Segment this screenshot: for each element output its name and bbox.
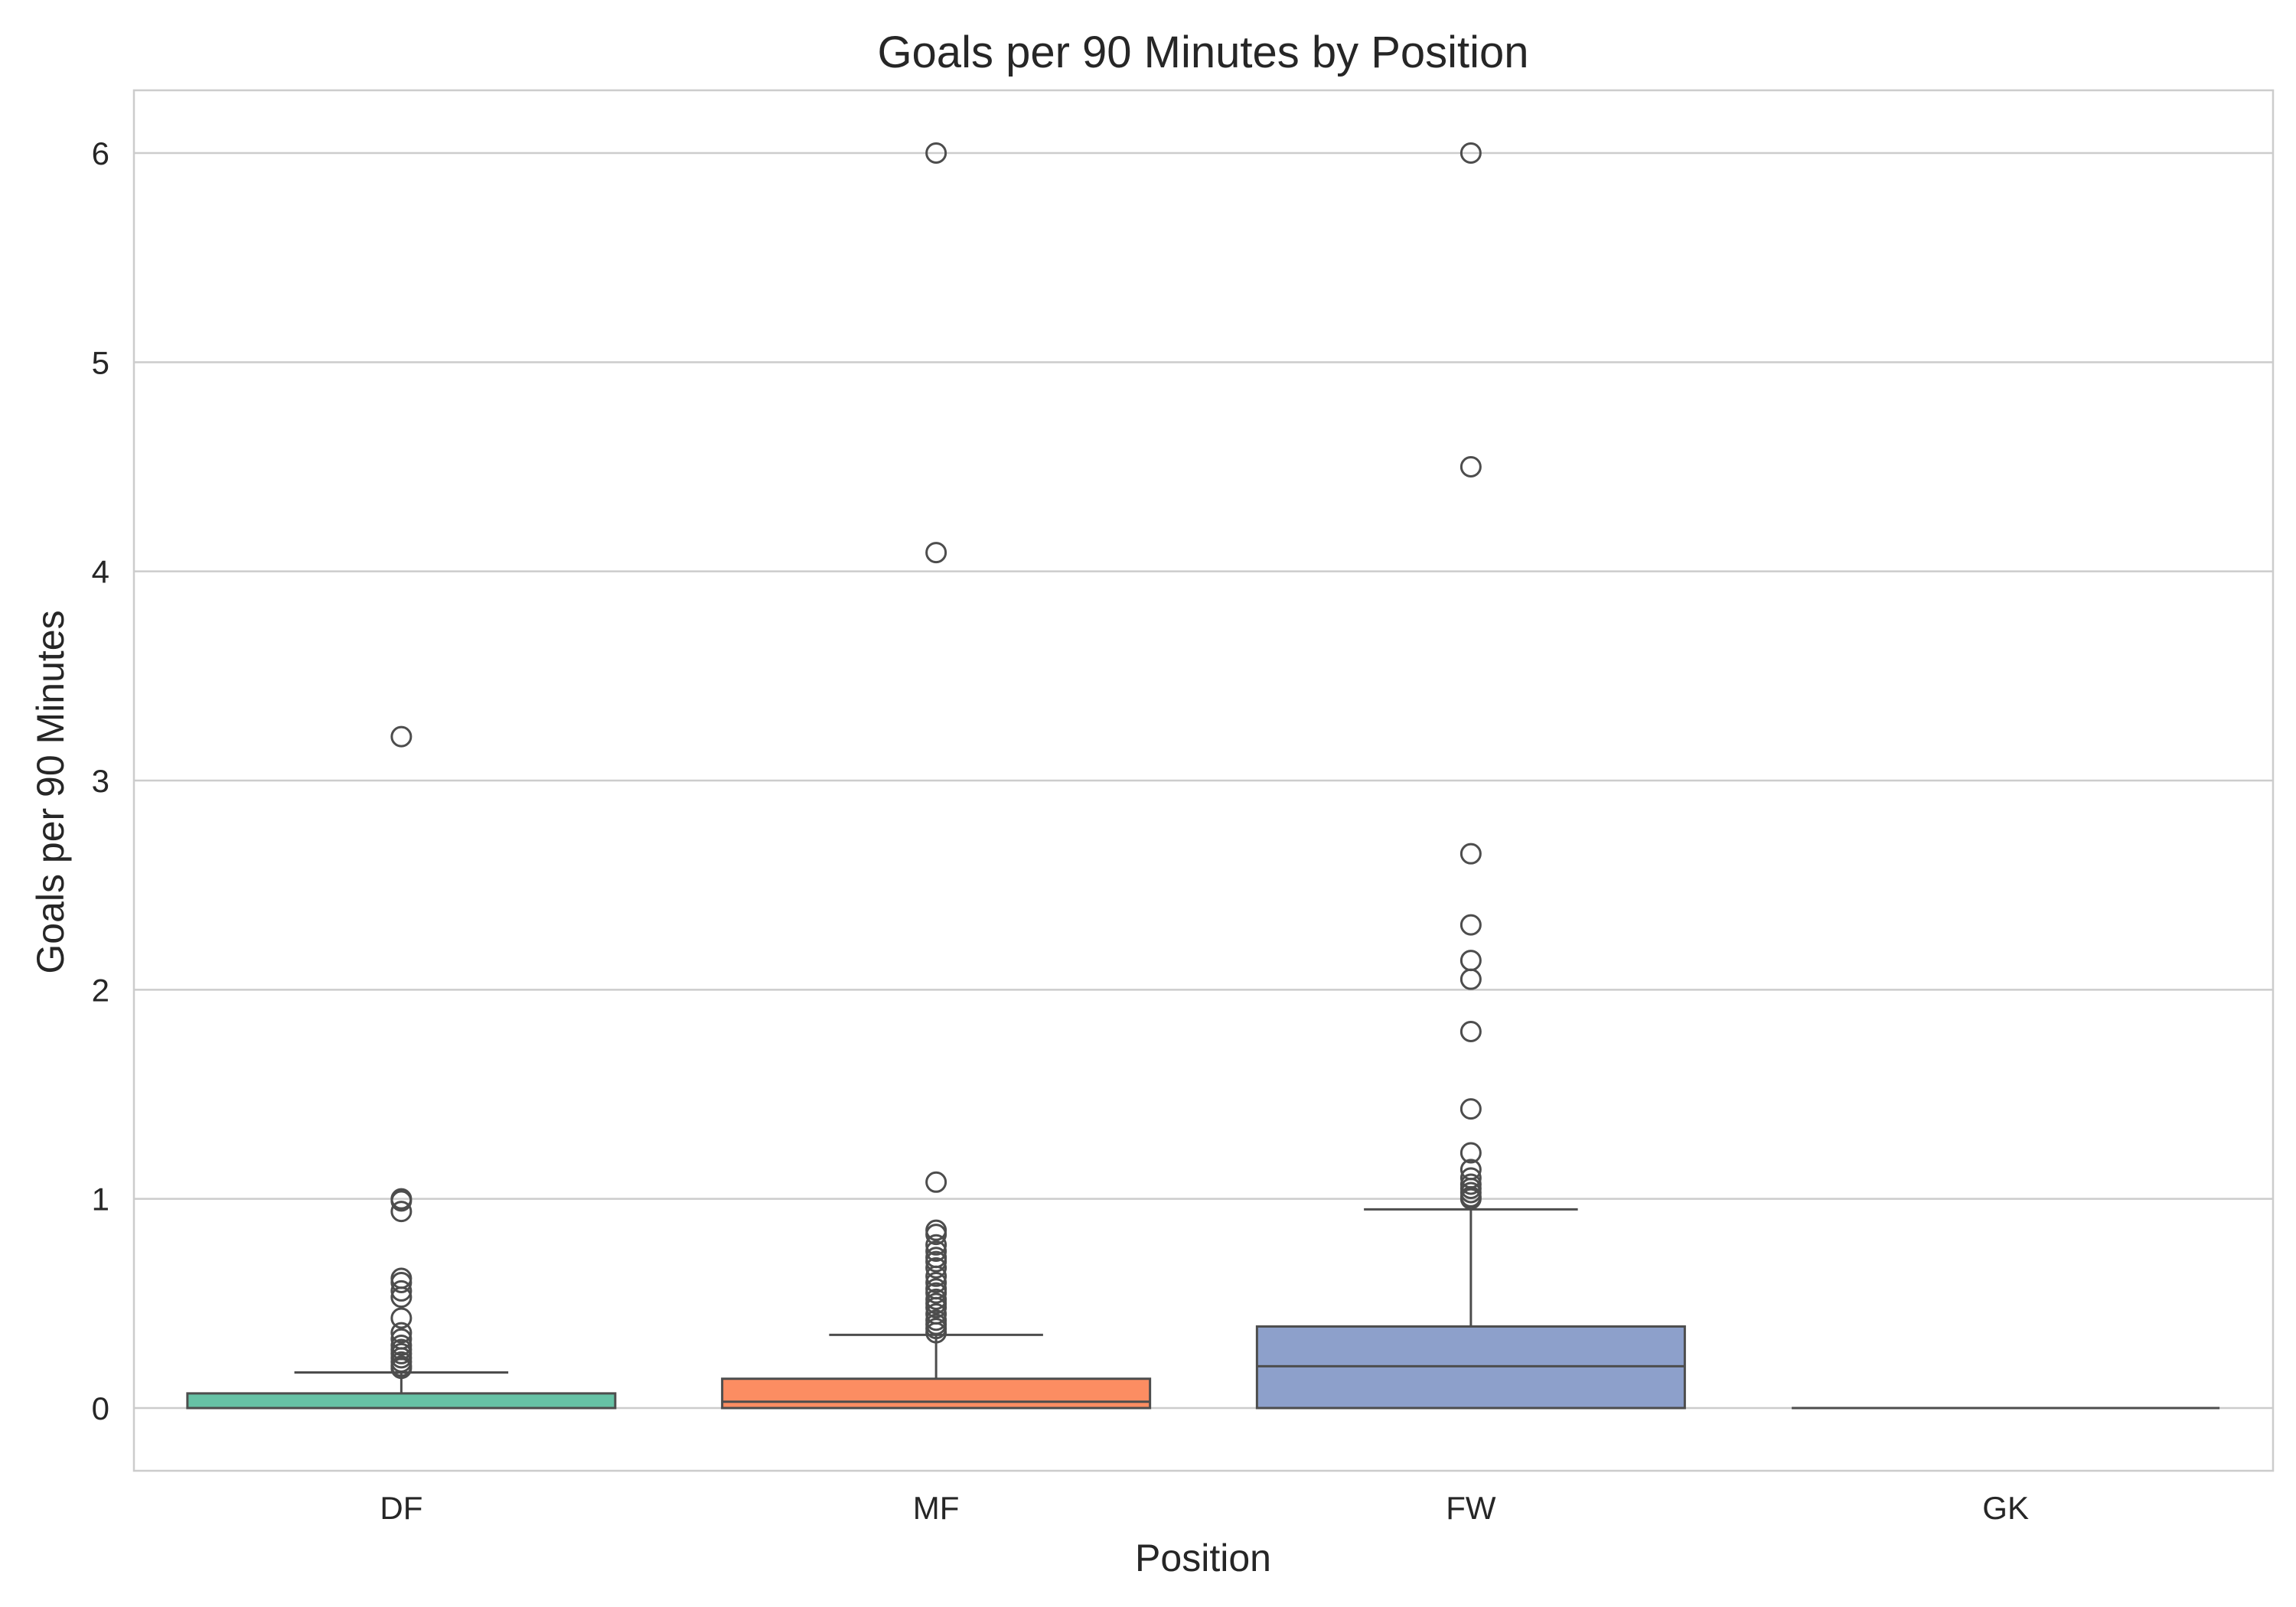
y-axis-ticks: 0 1 2 3 4 5 6 bbox=[92, 135, 109, 1426]
y-tick-label: 4 bbox=[92, 554, 109, 590]
outlier-point bbox=[390, 1322, 413, 1344]
y-tick-label: 5 bbox=[92, 344, 109, 380]
box-group-df bbox=[186, 725, 617, 1410]
outlier-point bbox=[1459, 1142, 1482, 1164]
outlier-point bbox=[925, 1171, 947, 1193]
y-tick-label: 1 bbox=[92, 1182, 109, 1217]
box-iqr bbox=[721, 1377, 1152, 1410]
outlier-point bbox=[390, 725, 413, 748]
outlier-point bbox=[390, 1272, 413, 1293]
outlier-point bbox=[1459, 950, 1482, 972]
y-tick-label: 6 bbox=[92, 135, 109, 171]
box-series bbox=[186, 142, 2220, 1410]
outlier-point bbox=[925, 1240, 947, 1262]
outlier-point bbox=[390, 1307, 413, 1329]
chart-title: Goals per 90 Minutes by Position bbox=[877, 28, 1528, 77]
box-group-fw bbox=[1255, 142, 1686, 1410]
outlier-point bbox=[925, 1296, 947, 1319]
outlier-point bbox=[925, 1224, 947, 1246]
outlier-point bbox=[1459, 968, 1482, 990]
outlier-point bbox=[925, 1322, 947, 1344]
outlier-point bbox=[925, 1257, 947, 1279]
outlier-point bbox=[390, 1201, 413, 1223]
outlier-point bbox=[1459, 914, 1482, 936]
x-axis-ticks: DF MF FW GK bbox=[380, 1490, 2029, 1526]
outlier-point bbox=[390, 1358, 413, 1380]
outlier-point bbox=[925, 1265, 947, 1287]
outlier-point bbox=[390, 1286, 413, 1309]
y-tick-label: 3 bbox=[92, 763, 109, 799]
outlier-point bbox=[1459, 142, 1482, 164]
outlier-point bbox=[925, 142, 947, 164]
outlier-point bbox=[390, 1279, 413, 1302]
outlier-point bbox=[925, 1250, 947, 1273]
plot-frame bbox=[132, 89, 2275, 1472]
x-tick-label: FW bbox=[1446, 1490, 1496, 1526]
outlier-point bbox=[1459, 1021, 1482, 1042]
x-tick-label: MF bbox=[913, 1490, 960, 1526]
y-tick-label: 0 bbox=[92, 1390, 109, 1426]
y-gridlines bbox=[134, 152, 2273, 1410]
outlier-point bbox=[1459, 1188, 1482, 1210]
box-group-mf bbox=[721, 142, 1152, 1410]
outlier-point bbox=[925, 1282, 947, 1304]
outlier-point bbox=[390, 1190, 413, 1212]
outlier-point bbox=[925, 542, 947, 564]
outlier-point bbox=[1459, 843, 1482, 865]
x-tick-label: GK bbox=[1982, 1490, 2029, 1526]
box-iqr bbox=[186, 1392, 617, 1410]
outlier-point bbox=[925, 1272, 947, 1293]
outlier-point bbox=[1459, 1098, 1482, 1120]
outlier-point bbox=[1459, 456, 1482, 478]
x-tick-label: DF bbox=[380, 1490, 422, 1526]
y-tick-label: 2 bbox=[92, 972, 109, 1008]
x-axis-title: Position bbox=[1135, 1537, 1271, 1579]
y-axis-title: Goals per 90 Minutes bbox=[29, 610, 72, 973]
outlier-point bbox=[925, 1234, 947, 1256]
